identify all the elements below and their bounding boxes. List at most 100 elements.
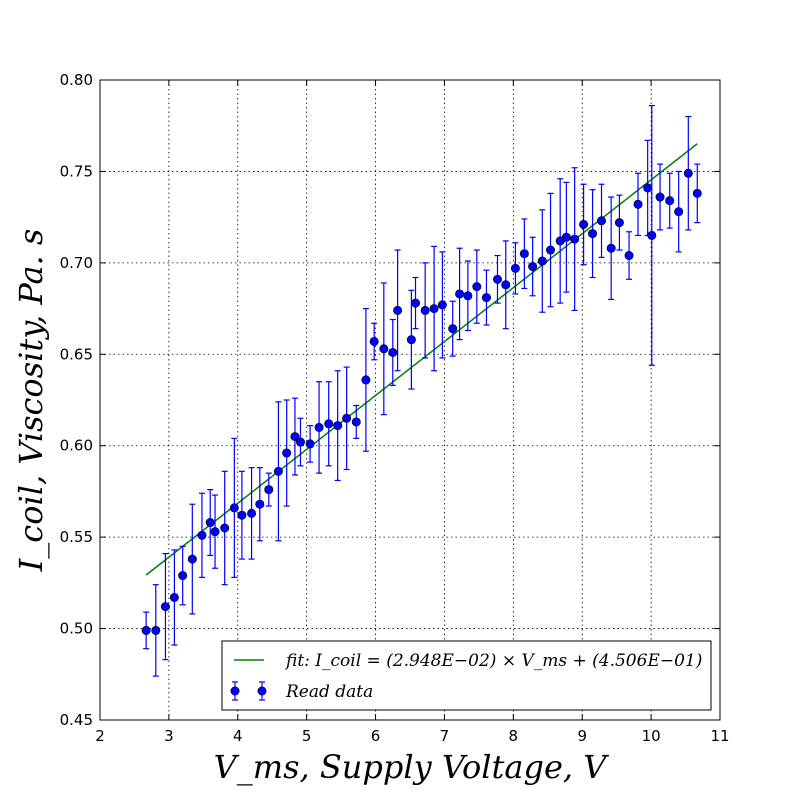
legend-data-label: Read data <box>285 682 373 702</box>
data-marker <box>342 413 352 423</box>
data-point <box>519 218 529 290</box>
data-marker <box>406 335 416 345</box>
data-point <box>388 318 398 386</box>
data-marker <box>463 291 473 301</box>
data-marker <box>510 263 520 273</box>
data-marker <box>178 571 188 581</box>
data-point <box>597 183 607 258</box>
data-marker <box>324 419 334 429</box>
data-marker <box>169 592 179 602</box>
data-point <box>187 503 197 615</box>
y-tick-label: 0.70 <box>60 254 93 272</box>
data-points-layer <box>141 104 702 677</box>
data-marker <box>295 437 305 447</box>
data-marker <box>624 251 634 261</box>
data-point <box>588 189 598 279</box>
data-point <box>273 401 283 542</box>
data-marker <box>237 510 247 520</box>
data-point <box>247 467 257 560</box>
data-marker <box>674 207 684 217</box>
legend-marker <box>230 686 240 696</box>
data-marker <box>197 530 207 540</box>
data-marker <box>606 243 616 253</box>
x-tick-label: 7 <box>440 727 450 745</box>
legend-marker <box>257 686 267 696</box>
data-marker <box>379 344 389 354</box>
x-tick-labels: 2 3 4 5 6 7 8 9 10 11 <box>95 727 729 745</box>
data-marker <box>665 196 675 206</box>
legend-fit-label: fit: I_coil = (2.948E−02) × V_ms + (4.50… <box>284 651 702 671</box>
x-tick-label: 9 <box>577 727 587 745</box>
x-axis-label: V_ms, Supply Voltage, V <box>214 748 610 786</box>
data-point <box>448 300 458 357</box>
data-marker <box>160 602 170 612</box>
y-tick-label: 0.60 <box>60 437 93 455</box>
data-point <box>624 231 634 280</box>
data-marker <box>683 168 693 178</box>
data-point <box>429 245 439 372</box>
data-point <box>282 399 292 507</box>
data-marker <box>290 432 300 442</box>
data-point <box>546 192 556 308</box>
data-point <box>333 370 343 482</box>
data-marker <box>141 625 151 635</box>
data-marker <box>361 375 371 385</box>
data-marker <box>579 219 589 229</box>
data-point <box>205 489 215 557</box>
y-tick-label: 0.75 <box>60 162 93 180</box>
data-point <box>692 163 702 224</box>
y-tick-label: 0.50 <box>60 620 93 638</box>
data-marker <box>220 523 230 533</box>
data-marker <box>187 554 197 564</box>
data-point <box>492 254 502 304</box>
data-marker <box>643 183 653 193</box>
data-point <box>255 467 265 542</box>
data-point <box>290 397 300 476</box>
data-marker <box>151 625 161 635</box>
legend-data-swatch <box>230 681 267 701</box>
data-point <box>379 282 389 416</box>
data-marker <box>393 305 403 315</box>
plot-frame <box>99 79 721 721</box>
data-marker <box>455 289 465 299</box>
data-marker <box>692 188 702 198</box>
data-point <box>406 289 416 390</box>
y-tick-label: 0.55 <box>60 528 93 546</box>
data-marker <box>282 448 292 458</box>
data-marker <box>537 256 547 266</box>
y-tick-label: 0.65 <box>60 345 93 363</box>
data-point <box>197 492 207 578</box>
data-point <box>614 194 624 251</box>
y-axis-label: I_coil, Viscosity, Pa. s <box>12 229 50 573</box>
data-marker <box>561 232 571 242</box>
data-marker <box>369 336 379 346</box>
data-marker <box>411 298 421 308</box>
data-marker <box>205 518 215 528</box>
data-marker <box>501 280 511 290</box>
data-point <box>674 170 684 253</box>
data-point <box>537 209 547 313</box>
data-marker <box>314 422 324 432</box>
y-tick-label: 0.80 <box>60 71 93 89</box>
data-point <box>324 381 334 467</box>
data-point <box>237 470 247 560</box>
data-marker <box>655 192 665 202</box>
data-marker <box>333 421 343 431</box>
data-marker <box>597 216 607 226</box>
data-marker <box>570 234 580 244</box>
data-marker <box>437 300 447 310</box>
data-marker <box>255 499 265 509</box>
x-tick-label: 5 <box>302 727 312 745</box>
data-point <box>683 115 693 231</box>
data-point <box>210 494 220 569</box>
data-point <box>510 242 520 295</box>
data-marker <box>614 218 624 228</box>
data-marker <box>229 503 239 513</box>
data-point <box>501 240 511 330</box>
data-marker <box>305 439 315 449</box>
data-point <box>141 611 151 650</box>
x-tick-label: 2 <box>95 727 105 745</box>
data-point <box>220 470 230 586</box>
data-marker <box>519 249 529 259</box>
